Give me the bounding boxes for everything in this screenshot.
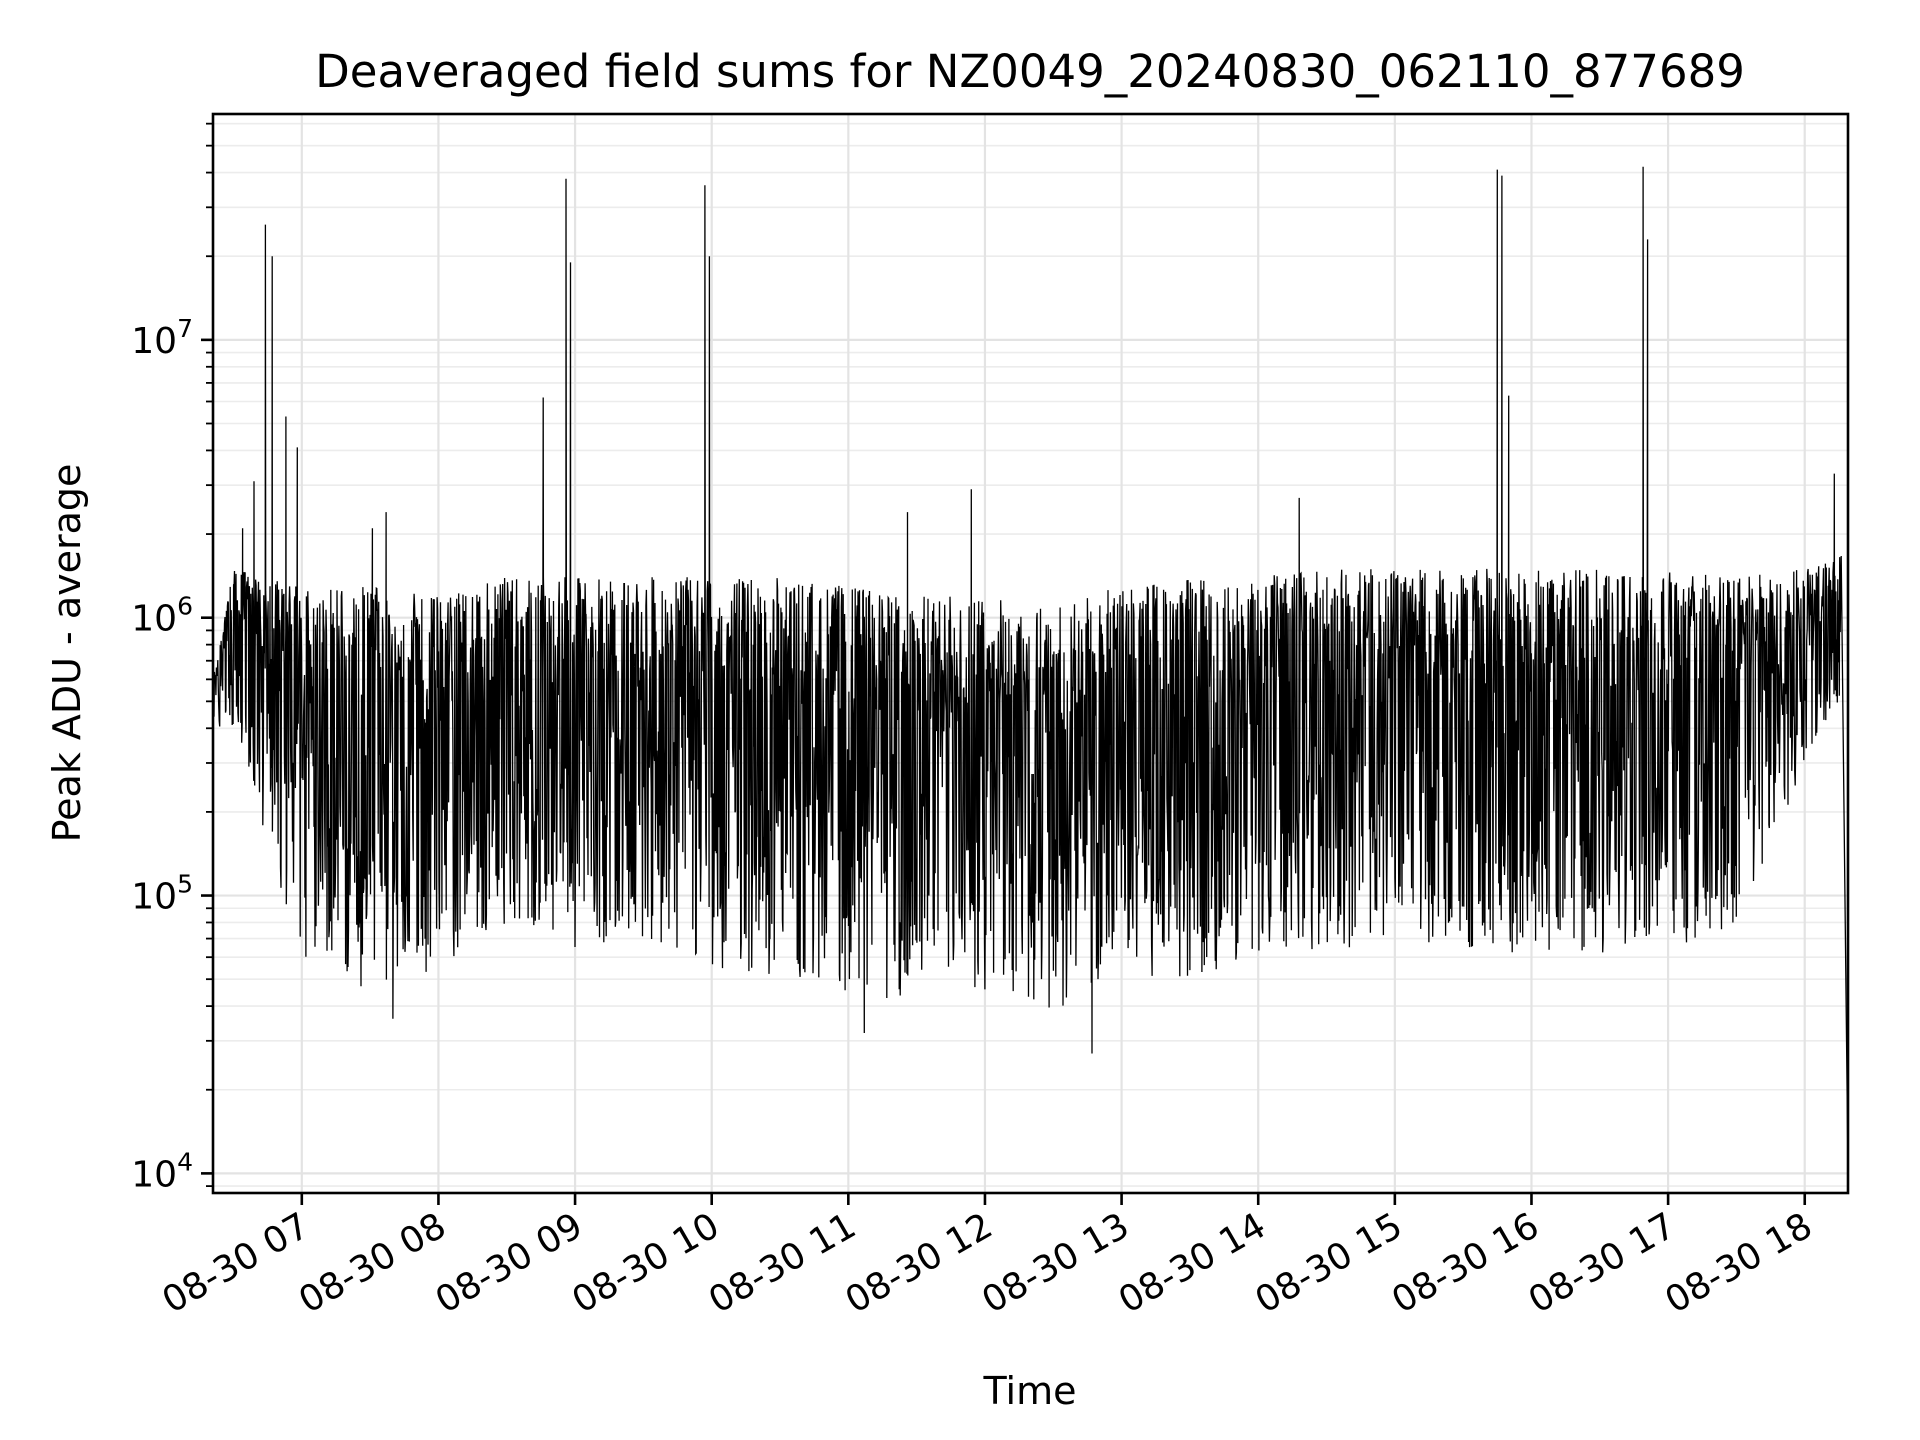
y-tick-label: 104	[131, 1147, 193, 1195]
x-tick-label: 08-30 17	[1522, 1205, 1683, 1321]
plot-frame	[211, 112, 1850, 1195]
x-tick-label: 08-30 12	[839, 1205, 1000, 1321]
y-tick-label: 107	[131, 314, 193, 362]
x-tick-label: 08-30 16	[1385, 1205, 1546, 1321]
x-tick-label: 08-30 09	[429, 1205, 590, 1321]
series-layer	[212, 166, 1849, 1174]
x-axis-label: Time	[983, 1369, 1077, 1413]
x-tick-label: 08-30 07	[156, 1205, 317, 1321]
x-tick-label: 08-30 08	[292, 1205, 453, 1321]
chart-title: Deaveraged field sums for NZ0049_2024083…	[315, 45, 1745, 98]
x-tick-label: 08-30 15	[1249, 1205, 1410, 1321]
x-tick-label: 08-30 18	[1659, 1205, 1820, 1321]
x-tick-label: 08-30 11	[702, 1205, 863, 1321]
x-tick-label: 08-30 14	[1112, 1205, 1273, 1321]
x-tick-label: 08-30 10	[566, 1205, 727, 1321]
y-tick-label: 105	[131, 870, 193, 918]
y-tick-label: 106	[131, 592, 193, 640]
y-axis-label: Peak ADU - average	[45, 464, 89, 843]
series-line	[212, 166, 1849, 1174]
x-tick-label: 08-30 13	[975, 1205, 1136, 1321]
